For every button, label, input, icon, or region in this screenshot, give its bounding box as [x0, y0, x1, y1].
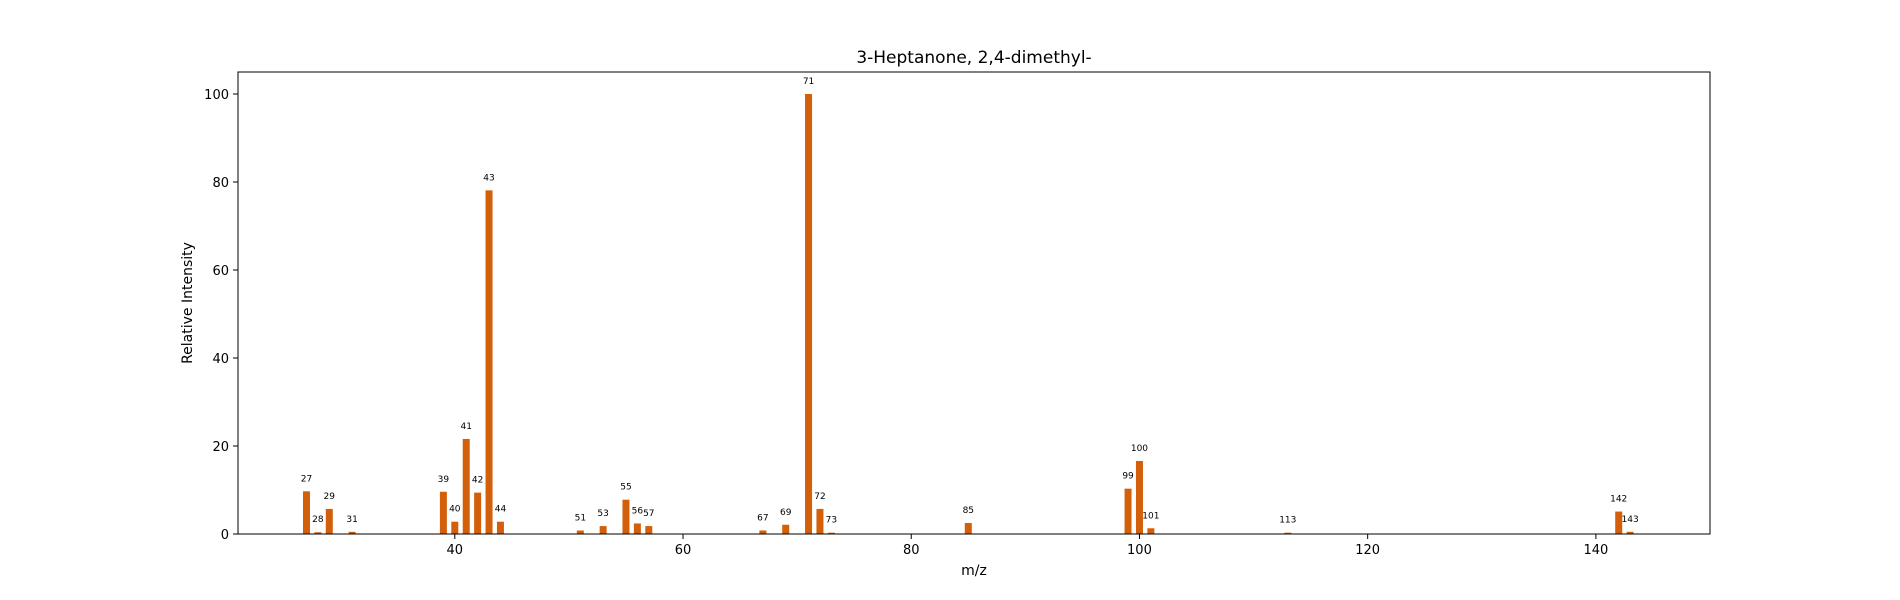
bar-mz-51	[576, 530, 584, 534]
peak-label-44: 44	[495, 505, 507, 515]
bar-mz-142	[1615, 511, 1623, 534]
bar-mz-100	[1135, 460, 1143, 534]
bar-mz-101	[1147, 528, 1155, 534]
plot-frame	[237, 71, 1711, 535]
peak-label-56: 56	[632, 506, 644, 516]
bar-mz-71	[805, 94, 813, 534]
peak-label-31: 31	[346, 515, 357, 525]
bar-mz-85	[964, 523, 972, 534]
bar-mz-27	[302, 491, 310, 534]
bar-mz-55	[622, 499, 630, 534]
peak-label-113: 113	[1279, 516, 1296, 526]
plot-area: 27 28 29 31 39 40 41 42 43 44 51 53 55 56 57 67 69 71 72 73…	[301, 77, 1639, 535]
peak-label-42: 42	[472, 476, 483, 486]
bar-mz-44	[496, 521, 504, 534]
y-tick-label: 40	[212, 352, 229, 367]
x-axis: 40 60 80 100 120 140	[447, 534, 1608, 558]
peak-label-55: 55	[620, 483, 631, 493]
y-tick-label: 0	[221, 528, 229, 543]
x-tick-label: 80	[903, 543, 920, 558]
y-tick-label: 20	[212, 440, 229, 455]
bar-mz-143	[1626, 531, 1634, 534]
y-axis-label: Relative Intensity	[180, 242, 196, 364]
bar-mz-31	[348, 531, 356, 534]
peak-label-142: 142	[1610, 495, 1627, 505]
bar-mz-39	[439, 491, 447, 534]
peak-label-85: 85	[963, 506, 974, 516]
x-tick-label: 40	[447, 543, 464, 558]
bar-mz-67	[759, 530, 767, 534]
x-tick-label: 140	[1583, 543, 1608, 558]
bar-mz-72	[816, 508, 824, 534]
y-tick-label: 100	[204, 88, 229, 103]
bar-mz-56	[633, 523, 641, 534]
peak-label-39: 39	[438, 475, 450, 485]
peak-label-72: 72	[814, 492, 825, 502]
peak-label-41: 41	[460, 422, 471, 432]
x-axis-label: m/z	[961, 563, 987, 579]
peak-label-57: 57	[643, 509, 654, 519]
peak-label-53: 53	[597, 509, 608, 519]
bar-mz-73	[827, 532, 835, 534]
chart-title: 3-Heptanone, 2,4-dimethyl-	[856, 48, 1091, 68]
peak-label-28: 28	[312, 515, 324, 525]
bar-mz-42	[474, 492, 482, 534]
bar-mz-53	[599, 526, 607, 534]
peak-label-43: 43	[483, 173, 494, 183]
bar-mz-113	[1284, 532, 1292, 534]
peak-label-27: 27	[301, 474, 312, 484]
bar-mz-57	[645, 526, 653, 534]
x-tick-label: 60	[675, 543, 692, 558]
peak-label-71: 71	[803, 77, 814, 87]
bar-mz-40	[451, 521, 459, 534]
peak-label-99: 99	[1122, 472, 1134, 482]
y-tick-label: 60	[212, 264, 229, 279]
bar-mz-99	[1124, 488, 1132, 534]
peak-label-67: 67	[757, 513, 768, 523]
peak-label-101: 101	[1142, 511, 1159, 521]
bar-mz-28	[314, 532, 322, 534]
peak-label-143: 143	[1622, 515, 1639, 525]
peak-label-51: 51	[575, 513, 586, 523]
peak-label-40: 40	[449, 505, 461, 515]
peak-label-73: 73	[826, 516, 837, 526]
bar-mz-29	[325, 508, 333, 534]
peak-label-100: 100	[1131, 444, 1148, 454]
bar-mz-69	[782, 524, 790, 534]
bar-mz-43	[485, 190, 493, 535]
bar-mz-41	[462, 438, 470, 534]
peak-label-29: 29	[324, 492, 336, 502]
peak-label-69: 69	[780, 508, 792, 518]
x-tick-label: 120	[1355, 543, 1380, 558]
y-axis: 0 20 40 60 80 100	[204, 88, 238, 543]
x-tick-label: 100	[1127, 543, 1152, 558]
y-tick-label: 80	[212, 176, 229, 191]
